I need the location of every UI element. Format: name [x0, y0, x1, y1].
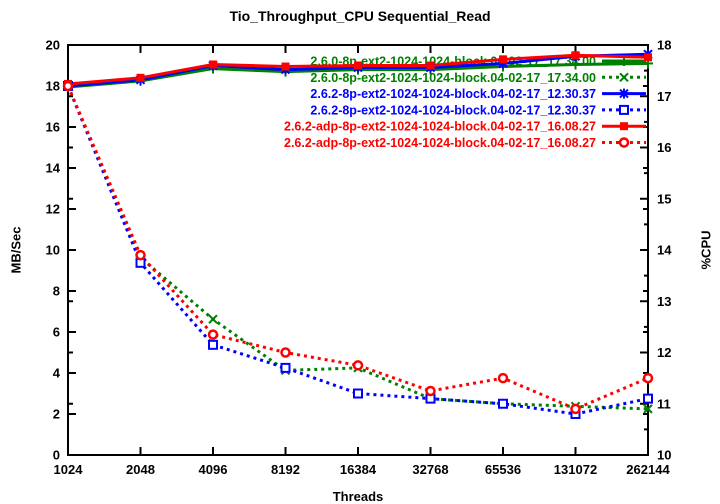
cross-marker	[208, 314, 218, 324]
y-left-tick-label: 2	[53, 407, 60, 422]
y-left-tick-label: 16	[46, 120, 60, 135]
circle-open-marker	[497, 372, 509, 384]
circle-open-marker	[280, 347, 291, 358]
y-right-tick-label: 13	[657, 294, 671, 309]
circle-open-marker	[570, 403, 581, 415]
circle-open-marker	[135, 249, 146, 261]
circle-open-marker	[352, 360, 364, 371]
square-filled-marker	[571, 51, 580, 60]
square-filled-marker	[354, 61, 362, 70]
y-left-tick-label: 0	[53, 448, 60, 463]
x-tick-label: 32768	[412, 462, 448, 477]
square-filled-marker	[499, 55, 507, 64]
circle-open-marker	[425, 385, 436, 397]
square-open-marker	[498, 398, 508, 409]
x-tick-label: 16384	[340, 462, 377, 477]
plot-border	[67, 44, 649, 456]
circle-open-marker	[207, 329, 219, 340]
square-open-marker	[643, 393, 653, 404]
x-axis-label: Threads	[332, 489, 384, 504]
y-right-tick-label: 18	[657, 38, 671, 53]
legend-label: 2.6.2-adp-8p-ext2-1024-1024-block.04-02-…	[284, 120, 596, 134]
chart-title: Tio_Throughput_CPU Sequential_Read	[229, 8, 491, 24]
square-open-marker	[208, 339, 218, 350]
cross-marker	[619, 72, 629, 83]
star-marker	[619, 88, 629, 99]
y-right-tick-label: 11	[657, 396, 671, 411]
y-right-tick-label: 12	[657, 345, 671, 360]
y-right-tick-label: 10	[657, 448, 671, 463]
circle-open-marker	[642, 372, 654, 384]
square-filled-marker	[136, 73, 145, 82]
y-left-tick-label: 18	[46, 79, 60, 94]
legend-label: 2.6.2-8p-ext2-1024-1024-block.04-02-17_1…	[310, 87, 596, 101]
x-tick-label: 2048	[126, 462, 155, 477]
x-tick-label: 4096	[199, 462, 228, 477]
square-open-marker	[353, 388, 363, 399]
x-tick-label: 262144	[626, 462, 670, 477]
legend-label: 2.6.0-8p-ext2-1024-1024-block.04-02-17_1…	[310, 71, 596, 85]
square-filled-marker	[620, 122, 628, 131]
circle-open-marker	[618, 137, 630, 148]
y-left-tick-label: 6	[53, 325, 60, 340]
square-open-marker	[619, 104, 629, 115]
y-right-tick-label: 14	[657, 243, 672, 258]
square-open-marker	[280, 362, 291, 373]
x-tick-label: 1024	[54, 462, 84, 477]
square-filled-marker	[644, 53, 652, 62]
y-left-tick-label: 8	[53, 284, 60, 299]
y-left-tick-label: 10	[46, 243, 60, 258]
square-filled-marker	[209, 60, 217, 69]
y-left-tick-label: 20	[46, 38, 60, 53]
square-filled-marker	[426, 61, 435, 70]
y-right-tick-label: 16	[657, 140, 671, 155]
x-tick-label: 65536	[485, 462, 521, 477]
y-left-tick-label: 14	[46, 161, 61, 176]
square-filled-marker	[281, 62, 290, 71]
circle-open-marker	[62, 80, 74, 92]
cross-marker	[643, 404, 653, 414]
dotted-series-line	[66, 85, 649, 411]
x-tick-label: 8192	[271, 462, 300, 477]
legend-label: 2.6.2-adp-8p-ext2-1024-1024-block.04-02-…	[284, 136, 596, 150]
y-left-tick-label: 12	[46, 202, 60, 217]
legend-label: 2.6.2-8p-ext2-1024-1024-block.04-02-17_1…	[310, 103, 596, 117]
y-left-tick-label: 4	[53, 366, 61, 381]
x-tick-label: 131072	[554, 462, 597, 477]
y-right-tick-label: 17	[657, 89, 671, 104]
y-right-tick-label: 15	[657, 191, 671, 206]
